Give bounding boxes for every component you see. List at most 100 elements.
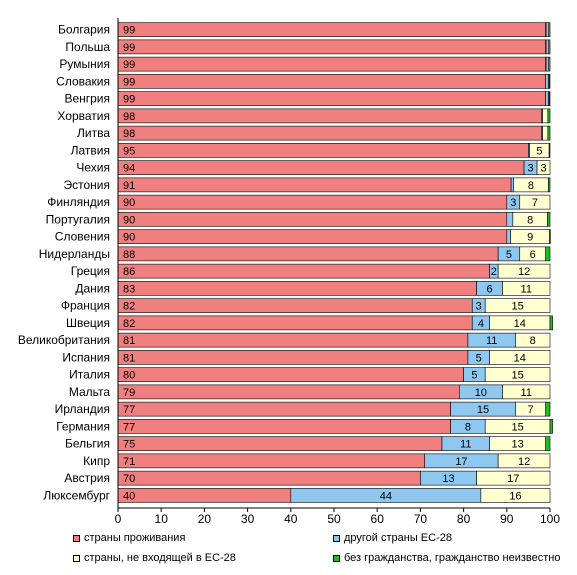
x-tick-label: 60 (371, 512, 385, 526)
data-label: 3 (476, 301, 482, 313)
data-label: 82 (123, 301, 135, 313)
data-label: 8 (530, 335, 536, 347)
category-label: Португалия (46, 212, 110, 226)
data-label: 5 (471, 370, 477, 382)
x-tick-label: 0 (115, 512, 122, 526)
bar-segment (506, 212, 514, 227)
bar-segment (548, 143, 551, 158)
bar-segment (502, 384, 551, 400)
bar-segment (497, 263, 551, 279)
bar-segment (549, 315, 553, 331)
bar-segment (117, 39, 546, 55)
bar-segment (117, 74, 546, 89)
bar-segment (480, 488, 551, 503)
bar-segment (484, 367, 551, 382)
bar-segment (497, 453, 551, 469)
bar-segment (117, 488, 292, 503)
legend-label-other-eu: другой страны ЕС-28 (344, 532, 452, 544)
legend-item-non-eu: страны, не входящей в ЕС-28 (73, 552, 236, 564)
x-tick-label: 30 (241, 512, 255, 526)
data-label: 17 (455, 456, 467, 468)
category-label: Словения (55, 230, 110, 244)
data-label: 16 (509, 490, 521, 502)
data-label: 13 (511, 439, 523, 451)
x-tick-label: 70 (414, 512, 428, 526)
category-label: Словакия (56, 74, 110, 88)
bar-segment (542, 108, 549, 124)
data-label: 79 (123, 387, 135, 399)
bar-segment (117, 453, 426, 469)
data-label: 83 (123, 283, 135, 295)
data-label: 11 (521, 387, 532, 399)
data-label: 7 (532, 197, 538, 209)
data-label: 99 (123, 76, 135, 88)
data-label: 11 (460, 439, 471, 451)
data-label: 2 (491, 266, 497, 278)
data-label: 40 (123, 490, 135, 502)
category-label: Ирландия (55, 402, 110, 416)
data-label: 75 (123, 439, 135, 451)
bar-segment (117, 384, 460, 400)
legend-swatch-stateless (333, 554, 340, 562)
bar-segment (545, 401, 551, 417)
bar-segment (117, 212, 508, 227)
data-label: 11 (521, 283, 532, 295)
bar-segment (117, 436, 443, 451)
category-label: Австрия (64, 471, 110, 485)
bar-segment (548, 39, 551, 55)
bar-segment (117, 108, 542, 124)
bar-segment (117, 470, 421, 486)
legend-item-stateless: без гражданства, гражданство неизвестно (333, 552, 560, 564)
category-label: Венгрия (64, 92, 110, 106)
bar-segment (117, 315, 473, 331)
bar-segment (117, 229, 508, 244)
data-label: 9 (527, 232, 533, 244)
category-label: Румыния (59, 57, 110, 71)
data-label: 7 (527, 404, 533, 416)
category-label: Великобритания (18, 333, 110, 347)
bar-segment (117, 125, 542, 141)
category-label: Германия (56, 419, 110, 433)
data-label: 99 (123, 59, 135, 71)
data-label: 6 (486, 283, 492, 295)
data-label: 6 (530, 249, 536, 261)
category-label: Бельгия (65, 437, 110, 451)
bar-segment (506, 229, 511, 244)
data-label: 90 (123, 197, 135, 209)
bar-segment (548, 56, 551, 72)
bar-segment (476, 470, 551, 486)
x-tick-label: 90 (500, 512, 514, 526)
category-label: Дания (75, 281, 110, 295)
data-label: 98 (123, 111, 135, 123)
data-label: 3 (527, 163, 533, 175)
category-label: Финляндия (47, 195, 110, 209)
x-tick-label: 10 (155, 512, 169, 526)
bar-segment (117, 177, 512, 193)
category-label: Нидерланды (39, 247, 110, 261)
data-label: 14 (514, 352, 526, 364)
data-label: 17 (507, 473, 519, 485)
legend-label-residence: страны проживания (84, 532, 186, 544)
data-label: 86 (123, 266, 135, 278)
bar-segment (117, 298, 473, 313)
data-label: 3 (510, 197, 516, 209)
bar-segment (545, 246, 551, 262)
data-label: 13 (442, 473, 454, 485)
bar-segment (547, 125, 551, 141)
data-label: 8 (527, 214, 533, 226)
data-label: 8 (528, 180, 534, 192)
bar-segment (117, 143, 529, 158)
bar-segment (117, 91, 546, 106)
category-label: Франция (61, 299, 110, 313)
bar-segment (117, 22, 546, 37)
data-label: 80 (123, 370, 135, 382)
data-label: 90 (123, 214, 135, 226)
bar-segment (117, 332, 469, 348)
bar-segment (117, 350, 469, 365)
data-label: 10 (475, 387, 487, 399)
data-label: 98 (123, 128, 135, 140)
bar-segment (502, 281, 551, 296)
data-label: 99 (123, 25, 135, 37)
bar-segment (547, 108, 551, 124)
bar-segment (117, 160, 525, 175)
